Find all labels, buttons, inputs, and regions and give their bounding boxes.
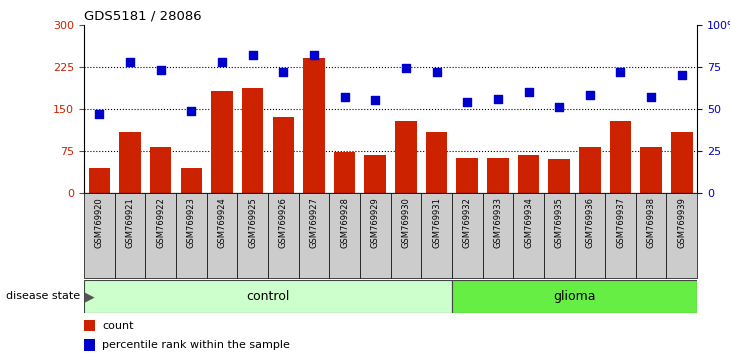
Bar <box>268 193 299 278</box>
Text: glioma: glioma <box>553 290 596 303</box>
Bar <box>364 155 386 193</box>
Text: GSM769939: GSM769939 <box>677 197 686 248</box>
Point <box>400 66 412 72</box>
Point <box>247 52 258 58</box>
Text: disease state: disease state <box>6 291 80 302</box>
Text: GSM769929: GSM769929 <box>371 197 380 248</box>
Text: GSM769920: GSM769920 <box>95 197 104 248</box>
Bar <box>579 147 601 193</box>
Bar <box>421 193 452 278</box>
Text: GSM769931: GSM769931 <box>432 197 441 248</box>
Bar <box>610 121 631 193</box>
Text: GSM769922: GSM769922 <box>156 197 165 248</box>
Text: ▶: ▶ <box>85 290 95 303</box>
Point <box>553 104 565 110</box>
Point <box>216 59 228 65</box>
Text: GSM769921: GSM769921 <box>126 197 134 248</box>
Text: control: control <box>246 290 290 303</box>
Point <box>93 111 105 117</box>
Point <box>277 69 289 75</box>
Point <box>308 52 320 58</box>
Text: GDS5181 / 28086: GDS5181 / 28086 <box>84 9 201 22</box>
Bar <box>452 280 697 313</box>
Bar <box>636 193 666 278</box>
Bar <box>150 147 172 193</box>
Bar <box>575 193 605 278</box>
Point <box>492 96 504 102</box>
Bar <box>84 320 95 331</box>
Text: GSM769935: GSM769935 <box>555 197 564 248</box>
Text: GSM769930: GSM769930 <box>402 197 410 248</box>
Bar <box>395 121 417 193</box>
Point <box>185 108 197 113</box>
Point <box>431 69 442 75</box>
Bar <box>329 193 360 278</box>
Text: GSM769928: GSM769928 <box>340 197 349 248</box>
Bar <box>237 193 268 278</box>
Text: GSM769925: GSM769925 <box>248 197 257 248</box>
Text: GSM769936: GSM769936 <box>585 197 594 248</box>
Text: GSM769926: GSM769926 <box>279 197 288 248</box>
Bar <box>640 147 662 193</box>
Bar <box>207 193 237 278</box>
Bar <box>272 117 294 193</box>
Bar <box>548 159 570 193</box>
Bar <box>180 168 202 193</box>
Text: percentile rank within the sample: percentile rank within the sample <box>102 340 291 350</box>
Bar <box>483 193 513 278</box>
Bar <box>119 132 141 193</box>
Point <box>584 93 596 98</box>
Bar <box>513 193 544 278</box>
Bar <box>391 193 421 278</box>
Bar <box>334 152 356 193</box>
Point <box>369 98 381 103</box>
Bar <box>360 193 391 278</box>
Bar <box>84 193 115 278</box>
Text: GSM769934: GSM769934 <box>524 197 533 248</box>
Point <box>155 67 166 73</box>
Bar <box>671 132 693 193</box>
Bar <box>518 155 539 193</box>
Bar <box>452 193 483 278</box>
Text: GSM769927: GSM769927 <box>310 197 318 248</box>
Bar <box>426 132 447 193</box>
Bar <box>115 193 145 278</box>
Text: GSM769937: GSM769937 <box>616 197 625 248</box>
Point <box>615 69 626 75</box>
Point <box>645 94 657 100</box>
Bar <box>487 158 509 193</box>
Text: count: count <box>102 321 134 331</box>
Bar <box>211 91 233 193</box>
Text: GSM769924: GSM769924 <box>218 197 226 248</box>
Bar <box>456 158 478 193</box>
Bar <box>544 193 575 278</box>
Text: GSM769933: GSM769933 <box>493 197 502 248</box>
Point <box>124 59 136 65</box>
Bar <box>145 193 176 278</box>
Text: GSM769923: GSM769923 <box>187 197 196 248</box>
Text: GSM769932: GSM769932 <box>463 197 472 248</box>
Point <box>339 94 350 100</box>
Bar <box>242 87 264 193</box>
Point <box>461 99 473 105</box>
Point <box>676 73 688 78</box>
Bar <box>84 339 95 351</box>
Text: GSM769938: GSM769938 <box>647 197 656 248</box>
Bar <box>299 193 329 278</box>
Bar <box>176 193 207 278</box>
Bar <box>605 193 636 278</box>
Bar <box>666 193 697 278</box>
Bar <box>88 168 110 193</box>
Bar <box>303 58 325 193</box>
Point <box>523 89 534 95</box>
Bar <box>84 280 452 313</box>
